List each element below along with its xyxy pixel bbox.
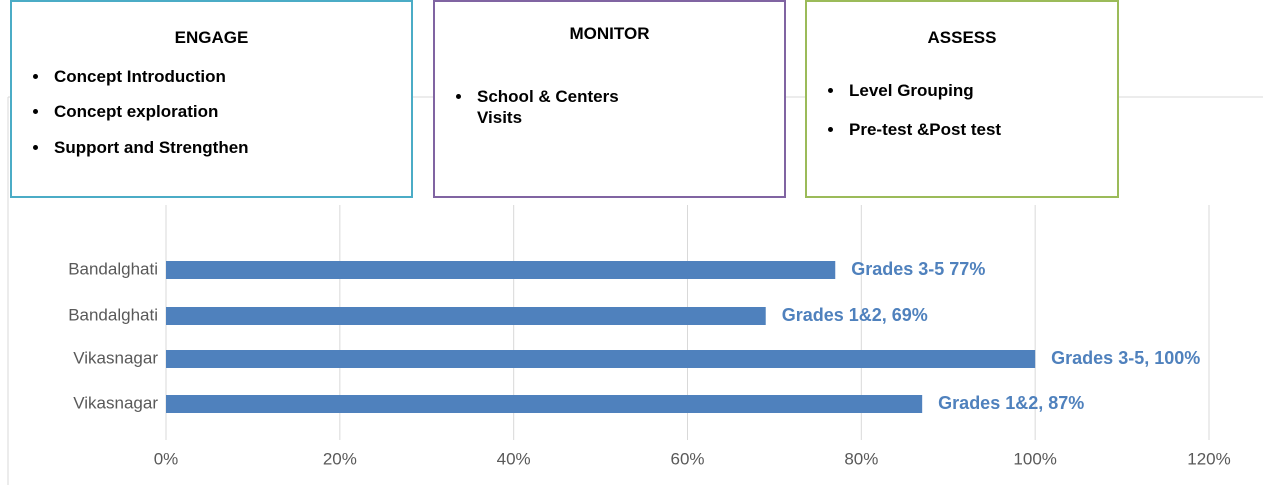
annotation-title: ENGAGE [174, 28, 249, 47]
annotation-list: Concept Introduction Concept exploration S… [12, 66, 411, 158]
annotation-list: School & Centers Visits [435, 86, 784, 129]
data-label: Grades 3-5 77% [851, 259, 985, 279]
annotation-item: Concept exploration [50, 101, 374, 122]
annotation-list: Level Grouping Pre-test &Post test [807, 80, 1117, 141]
annotation-box: MONITOR School & Centers Visits [433, 0, 786, 198]
x-tick-label: 0% [154, 449, 179, 468]
data-label: Grades 1&2, 87% [938, 393, 1084, 413]
annotation-item: Concept Introduction [50, 66, 374, 87]
annotation-box: ASSESS Level Grouping Pre-test &Post test [805, 0, 1119, 198]
y-tick-label: Bandalghati [68, 259, 158, 278]
data-label: Grades 1&2, 69% [782, 305, 928, 325]
bar [166, 395, 923, 413]
annotation-title: MONITOR [569, 24, 650, 43]
annotation-box: ENGAGE Concept Introduction Concept explor… [10, 0, 413, 198]
annotation-item: Pre-test &Post test [845, 119, 1009, 140]
y-tick-label: Vikasnagar [73, 348, 158, 367]
data-label: Grades 3-5, 100% [1051, 348, 1200, 368]
annotation-item: Level Grouping [845, 80, 1009, 101]
bar [166, 350, 1036, 368]
bar [166, 307, 766, 325]
x-tick-label: 100% [1013, 449, 1056, 468]
x-tick-label: 120% [1187, 449, 1230, 468]
x-tick-label: 20% [323, 449, 357, 468]
y-tick-label: Vikasnagar [73, 393, 158, 412]
annotation-item: School & Centers Visits [473, 86, 657, 129]
bar [166, 261, 836, 279]
annotation-title: ASSESS [927, 28, 997, 47]
x-tick-label: 80% [844, 449, 878, 468]
x-tick-label: 60% [670, 449, 704, 468]
y-tick-label: Bandalghati [68, 305, 158, 324]
annotation-item: Support and Strengthen [50, 137, 374, 158]
x-tick-label: 40% [497, 449, 531, 468]
